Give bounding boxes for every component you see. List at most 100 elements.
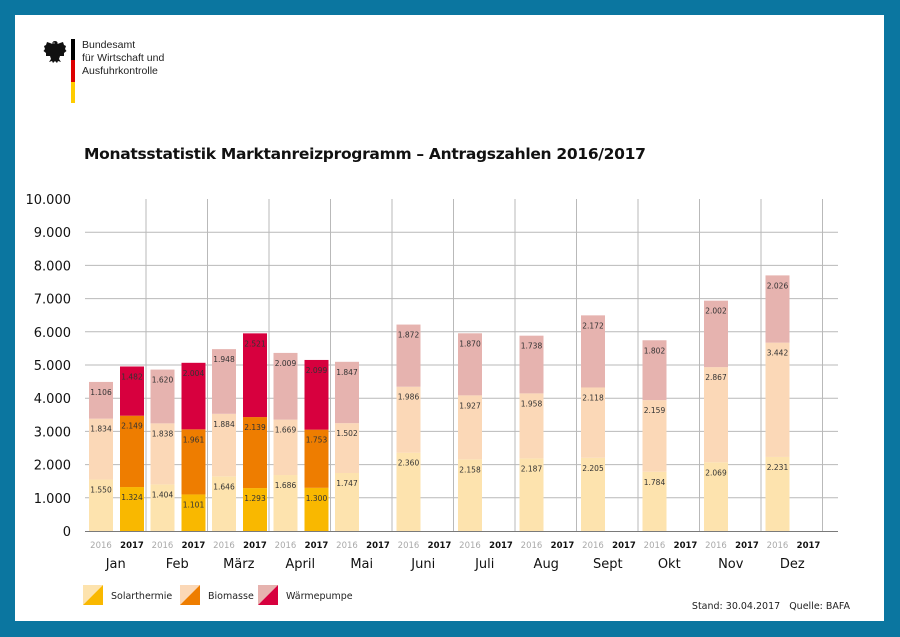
month-label: Dez [780, 557, 805, 572]
data-label: 2.187 [521, 464, 543, 473]
data-label: 1.738 [521, 342, 543, 351]
bar-segment [150, 423, 175, 485]
y-tick-label: 10.000 [26, 193, 72, 208]
month-label: Jan [105, 557, 126, 572]
bar-segment [581, 457, 605, 531]
bar-segment [704, 367, 728, 463]
y-tick-label: 3.000 [34, 425, 71, 440]
bafa-logo: Bundesamt für Wirtschaft und Ausfuhrkont… [42, 39, 242, 124]
flag-stripe-black [71, 39, 75, 61]
org-line: Bundesamt [82, 39, 136, 51]
month-label: Okt [658, 557, 681, 572]
bar-segment [273, 352, 298, 420]
data-label: 1.870 [459, 339, 481, 348]
data-label: 2.002 [705, 307, 727, 316]
year-label: 2016 [582, 541, 604, 551]
bar-segment [304, 429, 329, 488]
data-label: 2.158 [459, 465, 481, 474]
bar-segment [89, 418, 113, 480]
y-tick-label: 6.000 [34, 326, 71, 341]
data-label: 1.686 [275, 481, 297, 490]
bar-segment [396, 452, 421, 531]
legend-swatch-dark [180, 585, 200, 605]
year-label: 2016 [459, 541, 481, 551]
data-label: 2.360 [398, 459, 420, 468]
year-label: 2016 [336, 541, 358, 551]
flag-stripe-red [71, 60, 75, 82]
bar-segment [642, 340, 667, 401]
year-label: 2016 [644, 541, 666, 551]
data-label: 1.872 [398, 331, 420, 340]
data-label: 1.961 [183, 435, 205, 444]
month-label: März [223, 557, 255, 572]
data-label: 1.620 [152, 376, 174, 385]
bar-segment [212, 476, 236, 531]
data-label: 1.669 [275, 426, 297, 435]
bar-segment [150, 369, 175, 424]
year-label: 2017 [428, 541, 452, 551]
month-label: Feb [166, 557, 189, 572]
bar-segment [765, 342, 790, 457]
data-label: 1.802 [644, 346, 666, 355]
bar-segment [458, 333, 482, 396]
bar-segment [458, 395, 482, 460]
org-line: für Wirtschaft und [82, 52, 165, 64]
data-label: 1.927 [459, 401, 481, 410]
year-label: 2016 [90, 541, 112, 551]
data-label: 2.231 [767, 463, 789, 472]
bar-segment [765, 275, 790, 343]
federal-eagle-icon [43, 41, 67, 63]
data-label: 1.948 [213, 355, 235, 364]
year-label: 2016 [767, 541, 789, 551]
data-label: 1.550 [90, 486, 112, 495]
data-label: 1.753 [306, 436, 328, 445]
bar-segment [335, 472, 359, 531]
data-label: 2.069 [705, 468, 727, 477]
bar-segment [765, 456, 790, 531]
bar-segment [396, 386, 421, 453]
bar-segment [89, 381, 113, 419]
bar-segment [519, 393, 544, 459]
bar-segment [335, 423, 359, 473]
year-label: 2016 [521, 541, 543, 551]
bar-segment [704, 462, 728, 531]
data-label: 1.482 [121, 372, 143, 381]
bar-segment [519, 335, 544, 394]
data-label: 1.747 [336, 479, 358, 488]
bar-segment [273, 419, 298, 476]
bar-segment [120, 487, 144, 531]
data-label: 1.834 [90, 425, 112, 434]
year-label: 2017 [182, 541, 206, 551]
data-label: 1.847 [336, 368, 358, 377]
year-label: 2017 [120, 541, 144, 551]
bar-segment [335, 361, 359, 424]
month-label: Nov [718, 557, 744, 572]
data-label: 2.205 [582, 464, 604, 473]
month-label: Mai [350, 557, 373, 572]
bar-segment [642, 400, 667, 472]
y-tick-label: 7.000 [34, 293, 71, 308]
data-label: 2.521 [244, 339, 266, 348]
year-label: 2016 [275, 541, 297, 551]
german-flag-bar [71, 39, 75, 103]
data-label: 1.300 [306, 494, 328, 503]
bar-segment [89, 479, 113, 531]
axes: 0 1.000 2.000 3.000 4.000 5.000 6.000 7.000 8.00… [26, 193, 838, 572]
y-tick-label: 0 [63, 525, 71, 540]
legend: Solarthermie Biomasse Wärmepumpe [83, 585, 353, 605]
year-label: 2016 [705, 541, 727, 551]
y-tick-label: 8.000 [34, 259, 71, 274]
month-label: Sept [593, 557, 623, 572]
bar-segment [304, 487, 329, 531]
organization-name: Bundesamt für Wirtschaft und Ausfuhrkont… [82, 39, 164, 78]
bar-segment [519, 458, 544, 531]
year-label: 2016 [398, 541, 420, 551]
legend-label: Biomasse [208, 591, 254, 602]
bar-segment [181, 429, 206, 495]
bar-segment [273, 475, 298, 531]
bar-segment [120, 366, 144, 416]
legend-swatch-dark [83, 585, 103, 605]
year-label: 2017 [243, 541, 267, 551]
month-label: Juli [474, 557, 494, 572]
data-label: 2.159 [644, 406, 666, 415]
